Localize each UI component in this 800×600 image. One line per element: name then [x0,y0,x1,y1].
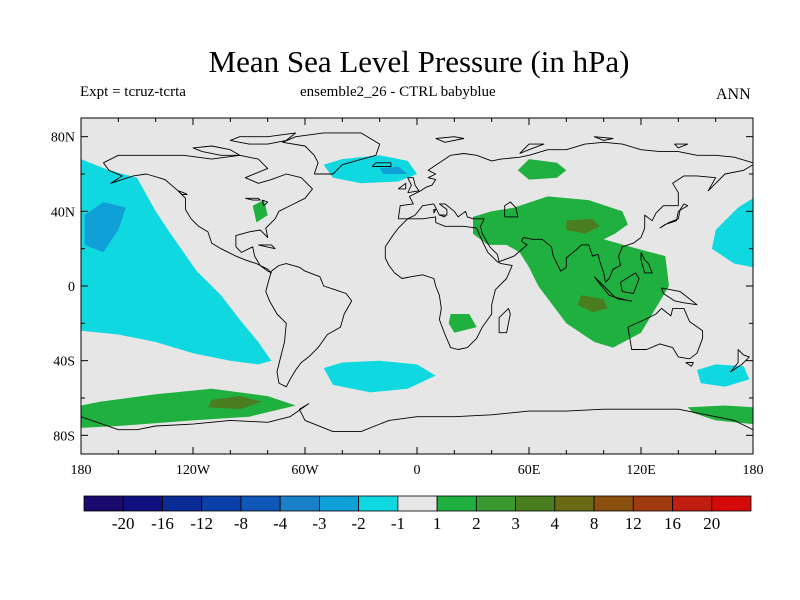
y-tick-label-4: 80S [53,429,75,444]
coastline-18 [258,244,276,250]
colorbar-label-13: 12 [625,514,642,533]
coastline-12 [614,296,633,302]
coastline-2 [282,132,381,175]
contour-region-12 [448,314,477,333]
colorbar-label-5: -3 [312,514,326,533]
contour-region-5 [84,202,126,253]
y-tick-label-2: 0 [68,280,75,295]
x-tick-label-2: 60W [291,463,319,478]
colorbar-label-10: 3 [511,514,520,533]
x-tick-label-1: 120W [176,463,211,478]
x-tick-label-0: 180 [71,463,92,478]
colorbar-box-5 [279,495,320,512]
colorbar-box-4 [240,495,281,512]
colorbar-label-4: -4 [273,514,288,533]
contour-region-10 [473,196,669,348]
colorbar-box-13 [593,495,634,512]
coastline-4 [397,141,753,283]
colorbar-label-1: -16 [151,514,174,533]
colorbar-box-11 [515,495,556,512]
coastline-9 [498,307,511,334]
coastline-16 [730,349,750,373]
lake-outline-2 [261,199,269,207]
contour-region-8 [687,405,753,425]
colorbar-box-1 [122,495,163,512]
colorbar-label-2: -12 [190,514,213,533]
coastline-15 [640,252,653,274]
axes: 180 120W 60W 0 60E 120E 180 80N 40N 0 40S 80S [51,118,764,478]
colorbar-box-8 [397,495,438,512]
x-tick-label-6: 180 [743,463,764,478]
coastlines [81,132,753,433]
colorbar-label-8: 1 [433,514,442,533]
colorbar-label-9: 2 [472,514,481,533]
contour-region-0 [81,159,272,365]
ensemble-label: ensemble2_26 - CTRL babyblue [300,84,496,100]
colorbar-label-3: -8 [234,514,248,533]
coastline-26 [435,136,465,143]
contour-regions [81,155,753,428]
contour-region-13 [207,396,263,410]
coastline-23 [229,132,296,145]
contour-region-14 [566,218,600,234]
colorbar-box-9 [436,495,477,512]
colorbar-label-0: -20 [112,514,135,533]
contour-region-6 [379,166,408,174]
y-tick-label-1: 40N [51,205,75,220]
colorbar-box-14 [632,495,673,512]
contour-region-3 [697,364,750,387]
contour-region-2 [323,360,436,393]
coastline-5 [627,307,704,360]
experiment-label: Expt = tcruz-tcrta [80,84,186,100]
coastline-24 [192,145,241,156]
x-tick-label-5: 120E [626,463,656,478]
colorbar-label-7: -1 [391,514,405,533]
colorbar-label-15: 20 [703,514,720,533]
coastline-25 [519,143,545,154]
coastline-28 [674,143,689,149]
coastline-8 [371,162,392,167]
contour-region-1 [323,155,417,184]
coastline-21 [433,209,437,214]
colorbar-box-7 [358,495,399,512]
colorbar-box-10 [475,495,516,512]
contour-region-15 [577,295,608,313]
coastline-19 [81,403,753,433]
coastline-10 [659,203,689,229]
colorbar-box-3 [201,495,242,512]
colorbar-box-6 [319,495,360,512]
contour-region-9 [517,159,567,180]
coastline-27 [593,136,614,141]
coastline-7 [398,182,407,190]
coastline-6 [407,177,420,194]
chart-title: Mean Sea Level Pressure (in hPa) [208,44,630,79]
season-label: ANN [716,86,751,103]
coastline-20 [177,190,188,195]
coastline-3 [384,216,513,350]
x-tick-label-4: 60E [518,463,541,478]
colorbar-label-14: 16 [664,514,681,533]
colorbar-box-12 [554,495,595,512]
contour-region-4 [711,198,753,268]
colorbar-box-15 [672,495,713,512]
coastline-1 [265,263,353,388]
x-tick-label-3: 0 [414,463,421,478]
coastline-14 [661,287,698,306]
coastline-17 [685,362,694,367]
lake-outline-1 [245,197,261,201]
colorbar-box-0 [83,495,124,512]
y-tick-label-3: 40S [53,355,75,370]
colorbar-label-12: 8 [590,514,599,533]
colorbar-label-6: -2 [352,514,366,533]
colorbar-box-2 [162,495,203,512]
y-tick-label-0: 80N [51,131,75,146]
coastline-22 [438,214,446,218]
colorbar-box-16 [711,495,752,512]
colorbar-label-11: 4 [551,514,560,533]
coastline-11 [593,276,616,298]
coastline-13 [620,272,640,294]
lake-outline-0 [504,201,519,218]
colorbar: -20 -16 -12 -8 -4 -3 -2 -1 1 2 3 4 8 12 16 20 [83,495,752,533]
